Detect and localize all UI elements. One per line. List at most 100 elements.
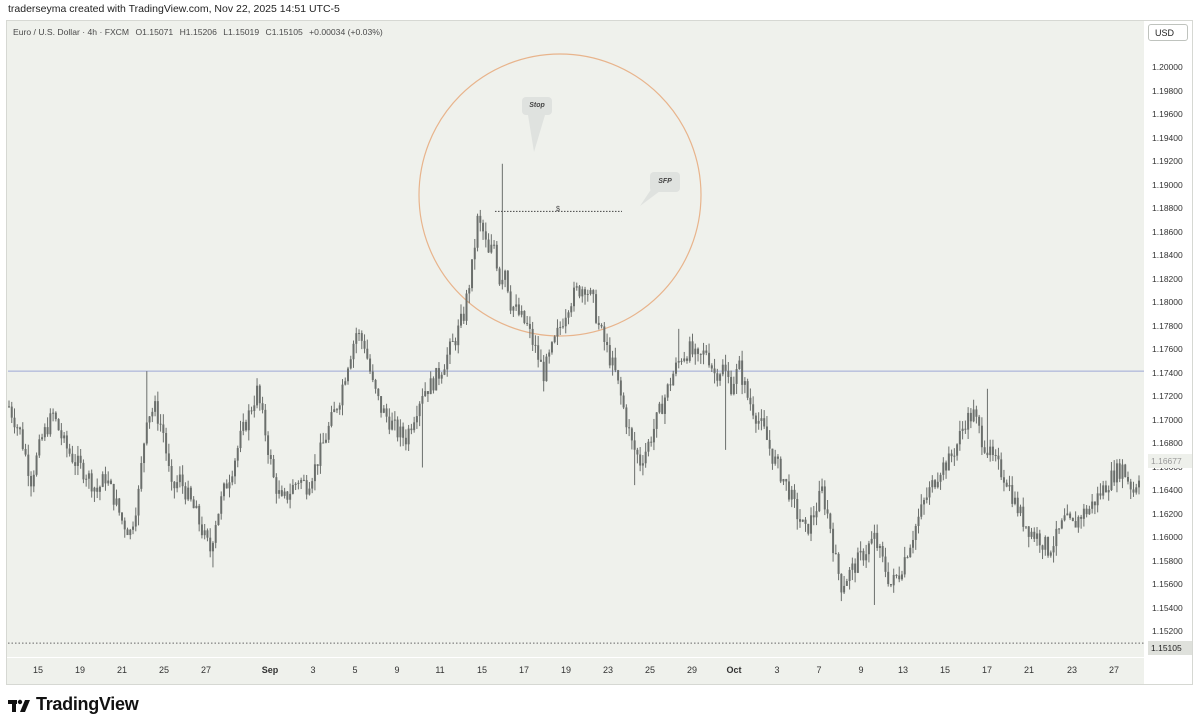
candle-body (900, 574, 903, 580)
candle-body (887, 571, 890, 585)
price-axis[interactable] (1145, 21, 1192, 657)
candle-body (407, 428, 410, 445)
y-tick-label: 1.18600 (1152, 226, 1183, 237)
candle-body (790, 489, 793, 500)
candle-body (32, 474, 35, 487)
candle-body (203, 530, 206, 536)
candle-body (54, 412, 57, 420)
candle-body (327, 425, 330, 440)
candle-body (663, 397, 666, 414)
candle-body (396, 419, 399, 438)
candle-body (264, 409, 267, 436)
candle-body (482, 222, 485, 232)
candle-body (1000, 459, 1003, 478)
candle-body (1060, 520, 1063, 529)
close-price-badge: 1.15105 (1148, 641, 1192, 655)
candle-body (300, 479, 303, 483)
candle-body (162, 424, 165, 434)
candle-body (978, 416, 981, 426)
candle-body (865, 554, 868, 561)
sfp-note[interactable]: SFP (650, 172, 680, 192)
candle-body (923, 499, 926, 505)
candle-body (925, 497, 928, 500)
legend-symbol[interactable]: Euro / U.S. Dollar · 4h · FXCM (13, 27, 130, 37)
candle-body (454, 341, 457, 346)
candle-body (608, 345, 611, 366)
candle-body (176, 482, 179, 489)
candle-body (854, 563, 857, 573)
x-tick-label: 19 (560, 665, 572, 675)
stop-note-pointer (528, 115, 545, 152)
candle-body (873, 532, 876, 539)
candle-body (316, 464, 319, 466)
candle-body (815, 511, 818, 518)
candle-body (878, 546, 881, 549)
candle-body (206, 530, 209, 538)
candle-body (920, 504, 923, 517)
candle-body (892, 574, 895, 586)
brand-name: TradingView (36, 694, 139, 714)
candle-body (881, 546, 884, 557)
candle-body (1069, 513, 1072, 519)
candle-body (584, 289, 587, 295)
candle-body (283, 491, 286, 496)
candle-body (388, 416, 391, 430)
candle-body (245, 421, 248, 431)
candle-body (724, 364, 727, 371)
candle-body (107, 480, 110, 484)
candle-body (964, 428, 967, 430)
candle-body (129, 529, 132, 536)
candle-body (181, 474, 184, 487)
candle-body (471, 259, 474, 289)
candle-body (633, 440, 636, 450)
time-axis[interactable] (7, 658, 1144, 684)
candle-body (418, 403, 421, 417)
candle-body (961, 428, 964, 431)
candle-body (837, 553, 840, 574)
candle-body (35, 455, 38, 475)
candle-body (917, 516, 920, 526)
candle-body (121, 512, 123, 521)
candle-body (1115, 463, 1118, 483)
last-price-badge: 1.16677 (1148, 454, 1192, 468)
candle-body (683, 358, 686, 361)
candle-body (548, 352, 551, 357)
tradingview-brand[interactable]: TradingView (8, 694, 139, 715)
candle-body (617, 370, 620, 381)
candle-body (556, 327, 559, 337)
candle-body (856, 552, 859, 573)
candle-body (358, 333, 361, 335)
y-tick-label: 1.16200 (1152, 508, 1183, 519)
candle-body (347, 368, 349, 382)
candle-body (573, 287, 575, 307)
y-tick-label: 1.15400 (1152, 602, 1183, 613)
candle-body (247, 410, 250, 431)
axis-corner (1145, 658, 1192, 684)
candle-body (294, 483, 297, 485)
candle-body (52, 412, 55, 414)
candle-body (21, 429, 24, 449)
stop-note[interactable]: Stop (522, 97, 552, 115)
candle-body (96, 487, 99, 492)
candle-body (570, 306, 573, 313)
candle-body (630, 428, 633, 441)
candle-body (1049, 552, 1052, 556)
candle-body (231, 476, 234, 483)
candle-body (528, 323, 531, 329)
candle-body (1058, 528, 1061, 530)
candle-body (754, 415, 757, 424)
currency-button[interactable]: USD (1148, 24, 1188, 41)
x-tick-label: 25 (644, 665, 656, 675)
candle-body (198, 505, 201, 525)
candle-body (771, 448, 774, 464)
plot-area[interactable] (7, 21, 1144, 657)
candle-body (1038, 533, 1041, 546)
candle-body (537, 345, 540, 360)
y-tick-label: 1.17600 (1152, 344, 1183, 354)
candle-body (1082, 508, 1085, 519)
candle-body (1096, 493, 1099, 506)
candle-body (983, 447, 986, 453)
candle-body (109, 480, 112, 485)
candle-body (909, 547, 912, 558)
